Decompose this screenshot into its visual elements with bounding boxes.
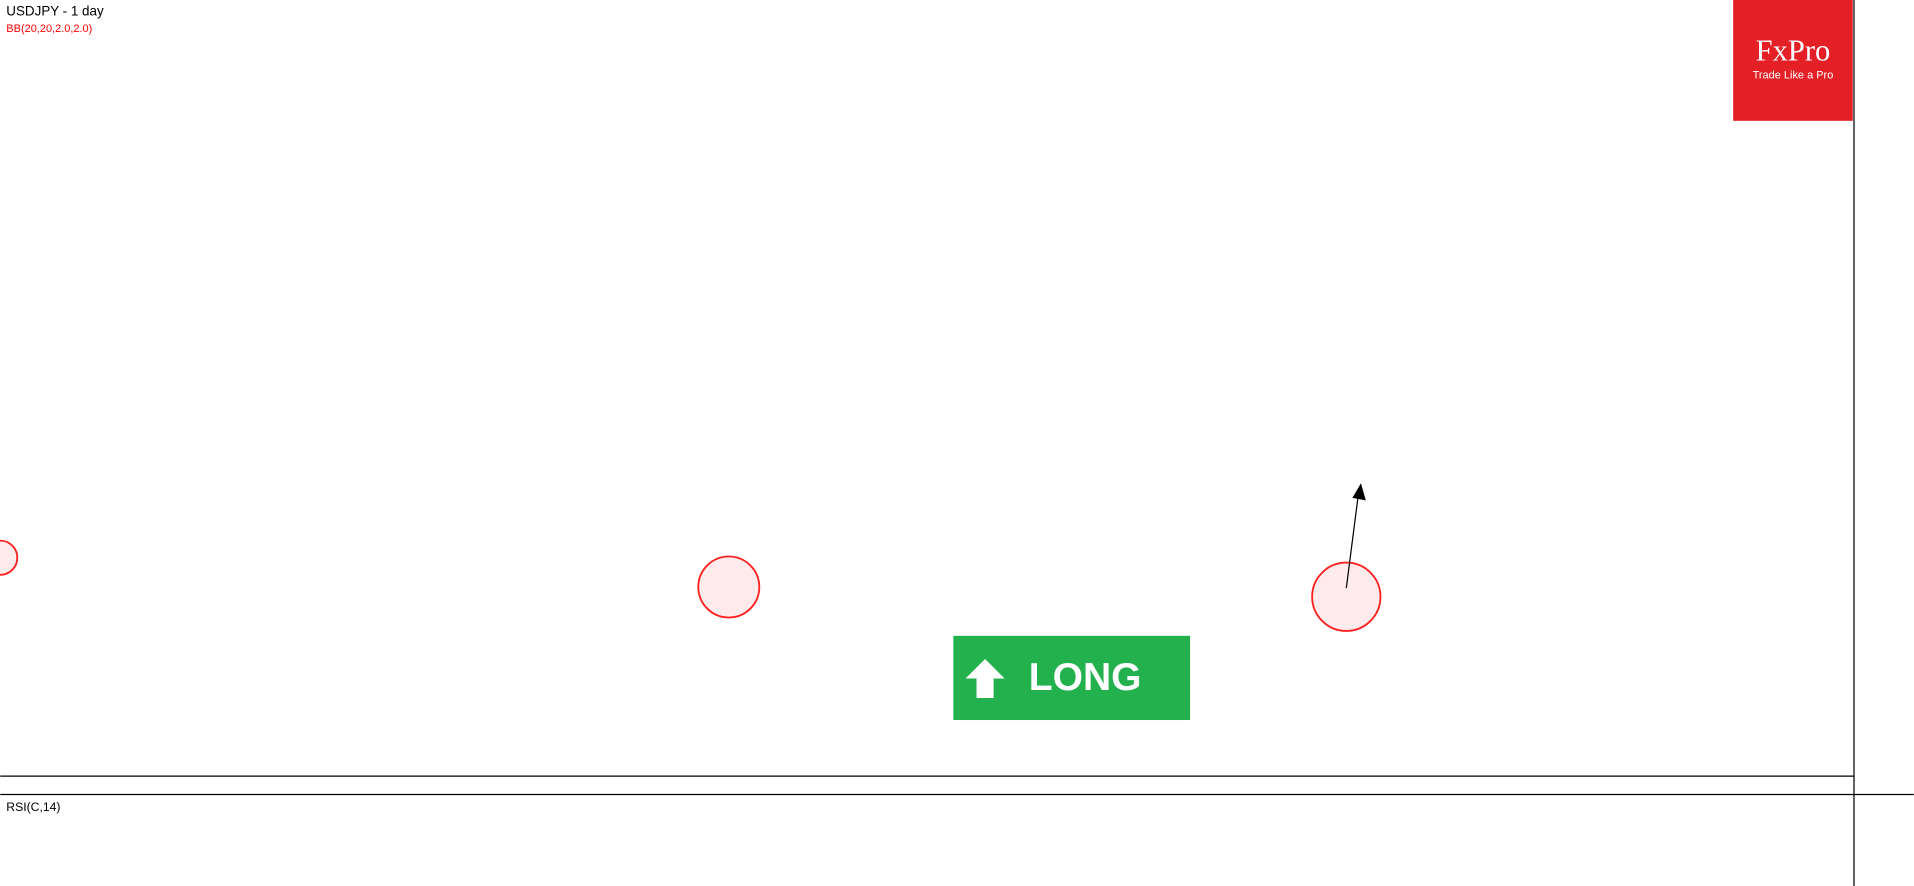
highlight-circle bbox=[0, 539, 19, 576]
highlight-circle bbox=[1311, 561, 1382, 632]
overlay bbox=[0, 483, 1382, 632]
indicator-label: BB(20,20,2.0,2.0) bbox=[6, 23, 92, 35]
projection-arrow bbox=[1345, 492, 1360, 589]
arrow-head bbox=[1352, 483, 1366, 501]
signal-icon bbox=[965, 659, 1005, 699]
signal-button: LONG bbox=[953, 635, 1191, 721]
signal-label: LONG bbox=[1029, 656, 1142, 699]
logo-name: FxPro bbox=[1756, 34, 1831, 68]
rsi-title: RSI(C,14) bbox=[6, 800, 60, 814]
logo: FxPro Trade Like a Pro bbox=[1733, 0, 1853, 121]
highlight-circle bbox=[697, 555, 761, 619]
chart-title: USDJPY - 1 day bbox=[6, 4, 104, 19]
logo-box bbox=[1733, 0, 1853, 121]
logo-tagline: Trade Like a Pro bbox=[1753, 70, 1834, 82]
